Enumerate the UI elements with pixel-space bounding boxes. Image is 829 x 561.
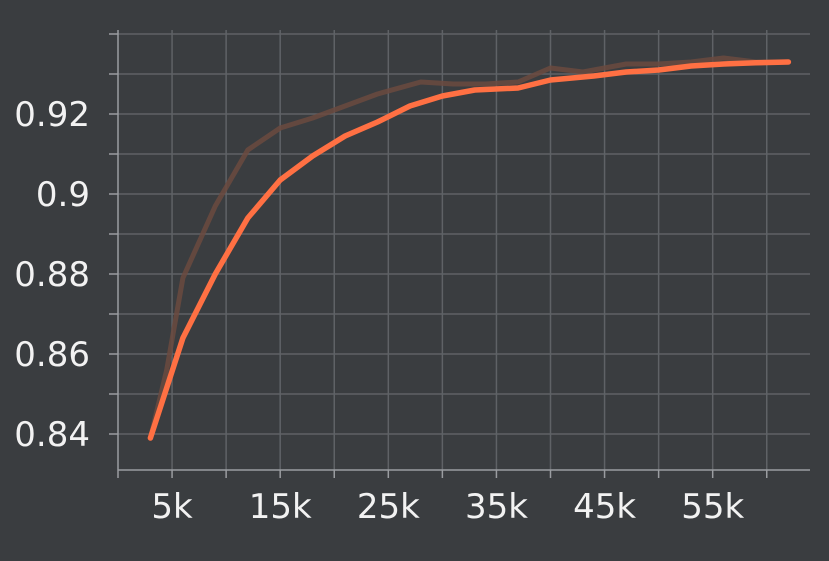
- series-line-raw: [147, 55, 791, 441]
- y-tick-label: 0.86: [14, 335, 90, 375]
- series-line-smoothed: [147, 59, 792, 441]
- x-tick-label: 55k: [681, 487, 744, 527]
- axes: [109, 30, 810, 478]
- x-tick-label: 5k: [151, 487, 193, 527]
- x-tick-label: 35k: [465, 487, 528, 527]
- y-tick-label: 0.84: [14, 415, 90, 455]
- y-tick-label: 0.88: [14, 255, 90, 295]
- tick-labels: 0.84 0.86 0.88 0.9 0.92 5k 15k 25k 35k 45k 55k: [14, 95, 744, 527]
- x-tick-label: 15k: [249, 487, 312, 527]
- grid: [118, 30, 810, 470]
- y-tick-label: 0.92: [14, 95, 90, 135]
- y-tick-label: 0.9: [36, 175, 90, 215]
- x-tick-label: 45k: [573, 487, 636, 527]
- x-tick-label: 25k: [357, 487, 420, 527]
- series-layer: [147, 55, 792, 441]
